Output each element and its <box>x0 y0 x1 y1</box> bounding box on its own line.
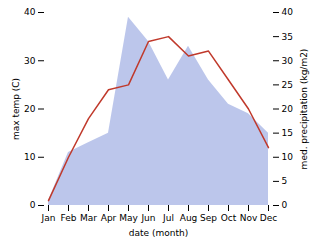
svg-text:date (month): date (month) <box>129 228 188 238</box>
svg-text:30: 30 <box>24 56 36 66</box>
svg-text:May: May <box>119 213 138 223</box>
svg-text:max temp (C): max temp (C) <box>11 78 21 140</box>
svg-text:Dec: Dec <box>260 213 277 223</box>
svg-text:Nov: Nov <box>240 213 258 223</box>
svg-text:0: 0 <box>282 200 288 210</box>
svg-text:40: 40 <box>282 7 294 17</box>
svg-text:10: 10 <box>24 152 36 162</box>
svg-text:Feb: Feb <box>61 213 77 223</box>
svg-text:35: 35 <box>282 32 293 42</box>
svg-text:med. precipitation (kg/m2): med. precipitation (kg/m2) <box>299 49 309 170</box>
svg-text:20: 20 <box>282 104 294 114</box>
svg-text:0: 0 <box>30 200 36 210</box>
svg-text:Oct: Oct <box>221 213 237 223</box>
svg-text:40: 40 <box>24 7 36 17</box>
svg-text:5: 5 <box>282 176 288 186</box>
svg-text:Aug: Aug <box>180 213 198 223</box>
svg-text:Apr: Apr <box>101 213 117 223</box>
svg-text:30: 30 <box>282 56 294 66</box>
svg-text:Jun: Jun <box>140 213 155 223</box>
svg-text:Sep: Sep <box>200 213 217 223</box>
svg-text:10: 10 <box>282 152 294 162</box>
svg-text:15: 15 <box>282 128 293 138</box>
svg-text:Mar: Mar <box>80 213 97 223</box>
svg-text:25: 25 <box>282 80 293 90</box>
svg-text:20: 20 <box>24 104 36 114</box>
svg-text:Jul: Jul <box>162 213 174 223</box>
svg-text:Jan: Jan <box>41 213 56 223</box>
